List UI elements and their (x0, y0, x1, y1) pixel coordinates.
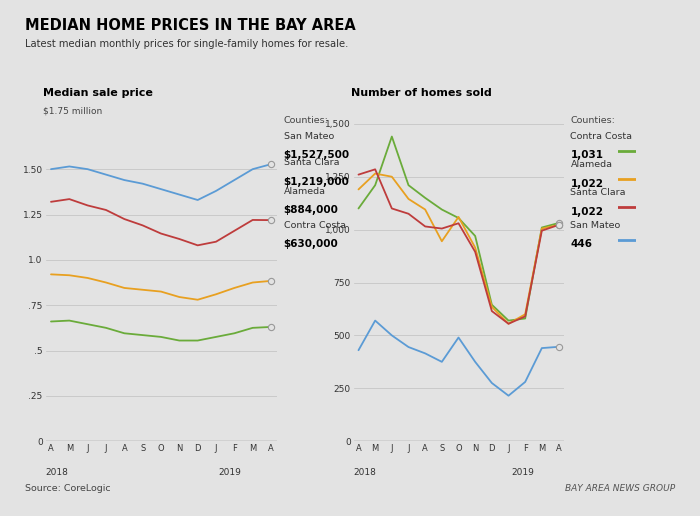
Text: Alameda: Alameda (284, 187, 326, 196)
Text: Santa Clara: Santa Clara (284, 158, 339, 167)
Text: $1,219,000: $1,219,000 (284, 177, 349, 187)
Text: 2018: 2018 (46, 468, 69, 477)
Text: Counties:: Counties: (570, 116, 615, 125)
Text: Source: CoreLogic: Source: CoreLogic (25, 484, 110, 493)
Text: BAY AREA NEWS GROUP: BAY AREA NEWS GROUP (566, 484, 676, 493)
Text: Number of homes sold: Number of homes sold (351, 88, 492, 99)
Text: Contra Costa: Contra Costa (570, 132, 633, 140)
Text: Santa Clara: Santa Clara (570, 188, 626, 197)
Text: San Mateo: San Mateo (570, 221, 621, 230)
Text: 1,031: 1,031 (570, 150, 603, 160)
Text: Latest median monthly prices for single-family homes for resale.: Latest median monthly prices for single-… (25, 39, 348, 49)
Text: Alameda: Alameda (570, 160, 612, 169)
Text: 2018: 2018 (354, 468, 377, 477)
Text: $630,000: $630,000 (284, 239, 338, 249)
Text: 2019: 2019 (511, 468, 534, 477)
Text: 2019: 2019 (218, 468, 242, 477)
Text: Contra Costa: Contra Costa (284, 221, 346, 230)
Text: $884,000: $884,000 (284, 205, 338, 215)
Text: 1,022: 1,022 (570, 179, 603, 188)
Text: $1.75 million: $1.75 million (43, 107, 102, 116)
Text: Median sale price: Median sale price (43, 88, 153, 99)
Text: MEDIAN HOME PRICES IN THE BAY AREA: MEDIAN HOME PRICES IN THE BAY AREA (25, 18, 355, 33)
Text: 1,022: 1,022 (570, 207, 603, 217)
Text: Counties:: Counties: (284, 116, 328, 125)
Text: 446: 446 (570, 239, 592, 249)
Text: $1,527,500: $1,527,500 (284, 150, 349, 160)
Text: San Mateo: San Mateo (284, 132, 334, 140)
